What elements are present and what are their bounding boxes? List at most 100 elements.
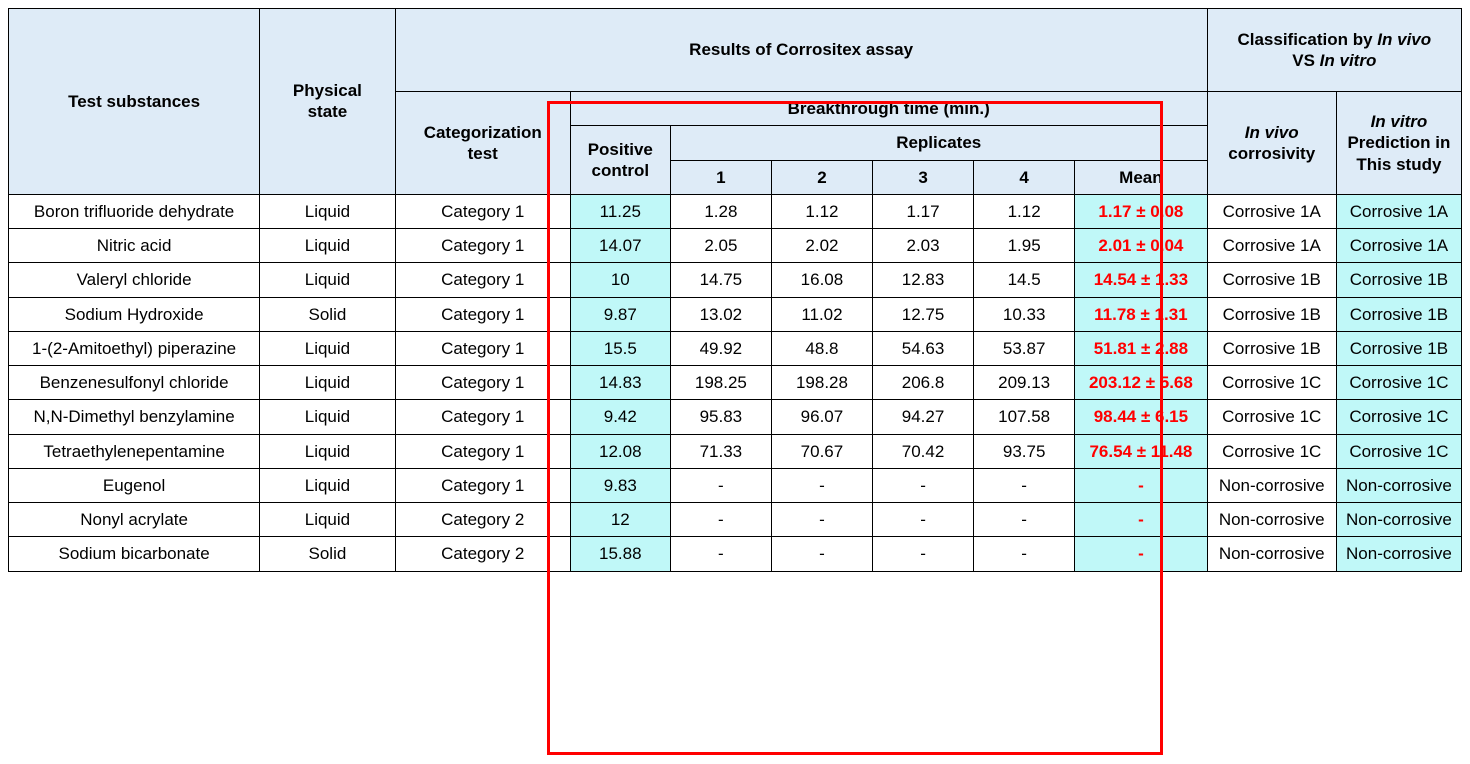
cell-r3: 12.75: [873, 297, 974, 331]
cell-cat: Category 1: [395, 331, 570, 365]
table-row: Valeryl chlorideLiquidCategory 11014.751…: [9, 263, 1462, 297]
table-row: Nitric acidLiquidCategory 114.072.052.02…: [9, 229, 1462, 263]
cell-phys: Liquid: [260, 434, 395, 468]
cell-r2: 70.67: [771, 434, 872, 468]
th-mean: Mean: [1075, 160, 1207, 194]
table-row: 1-(2-Amitoethyl) piperazineLiquidCategor…: [9, 331, 1462, 365]
cell-r4: 107.58: [974, 400, 1075, 434]
cell-sub: Sodium Hydroxide: [9, 297, 260, 331]
cell-vit: Corrosive 1C: [1336, 400, 1461, 434]
cell-r2: 198.28: [771, 366, 872, 400]
cell-r4: -: [974, 503, 1075, 537]
cell-r2: -: [771, 503, 872, 537]
table-row: Nonyl acrylateLiquidCategory 212-----Non…: [9, 503, 1462, 537]
cell-cat: Category 1: [395, 434, 570, 468]
cell-r4: 209.13: [974, 366, 1075, 400]
cell-sub: Valeryl chloride: [9, 263, 260, 297]
cell-cat: Category 2: [395, 503, 570, 537]
cell-r4: -: [974, 468, 1075, 502]
cell-r3: -: [873, 468, 974, 502]
cell-r3: 1.17: [873, 194, 974, 228]
cell-r4: -: [974, 537, 1075, 571]
cell-viv: Corrosive 1C: [1207, 400, 1336, 434]
cell-r4: 14.5: [974, 263, 1075, 297]
cell-r3: 2.03: [873, 229, 974, 263]
cell-r2: 16.08: [771, 263, 872, 297]
cell-sub: Benzenesulfonyl chloride: [9, 366, 260, 400]
cell-vit: Non-corrosive: [1336, 537, 1461, 571]
cell-sub: Nonyl acrylate: [9, 503, 260, 537]
cell-r4: 1.12: [974, 194, 1075, 228]
cell-r3: 206.8: [873, 366, 974, 400]
cell-mean: 76.54 ± 11.48: [1075, 434, 1207, 468]
cell-mean: 203.12 ± 5.68: [1075, 366, 1207, 400]
th-corrositex: Results of Corrositex assay: [395, 9, 1207, 92]
table-row: Sodium bicarbonateSolidCategory 215.88--…: [9, 537, 1462, 571]
cell-phys: Liquid: [260, 503, 395, 537]
table-body: Boron trifluoride dehydrateLiquidCategor…: [9, 194, 1462, 571]
cell-viv: Non-corrosive: [1207, 537, 1336, 571]
cell-r3: -: [873, 537, 974, 571]
cell-mean: 2.01 ± 0.04: [1075, 229, 1207, 263]
cell-r3: 12.83: [873, 263, 974, 297]
cell-r2: -: [771, 537, 872, 571]
cell-r1: 2.05: [670, 229, 771, 263]
cell-sub: Nitric acid: [9, 229, 260, 263]
cell-viv: Corrosive 1A: [1207, 194, 1336, 228]
cell-phys: Solid: [260, 537, 395, 571]
cell-vit: Corrosive 1A: [1336, 194, 1461, 228]
th-in-vivo: In vivocorrosivity: [1207, 92, 1336, 195]
cell-viv: Non-corrosive: [1207, 468, 1336, 502]
cell-r2: 96.07: [771, 400, 872, 434]
cell-mean: 1.17 ± 0.08: [1075, 194, 1207, 228]
cell-phys: Liquid: [260, 331, 395, 365]
cell-r1: 13.02: [670, 297, 771, 331]
cell-mean: 51.81 ± 2.88: [1075, 331, 1207, 365]
cell-cat: Category 1: [395, 366, 570, 400]
cell-pc: 14.83: [570, 366, 670, 400]
th-physical-state: Physicalstate: [260, 9, 395, 195]
cell-cat: Category 1: [395, 400, 570, 434]
table-header: Test substances Physicalstate Results of…: [9, 9, 1462, 195]
th-breakthrough: Breakthrough time (min.): [570, 92, 1207, 126]
th-in-vitro: In vitroPrediction inThis study: [1336, 92, 1461, 195]
table-row: Benzenesulfonyl chlorideLiquidCategory 1…: [9, 366, 1462, 400]
cell-cat: Category 1: [395, 229, 570, 263]
cell-pc: 12: [570, 503, 670, 537]
cell-phys: Liquid: [260, 194, 395, 228]
cell-r4: 10.33: [974, 297, 1075, 331]
cell-sub: Boron trifluoride dehydrate: [9, 194, 260, 228]
cell-sub: Tetraethylenepentamine: [9, 434, 260, 468]
corrositex-table: Test substances Physicalstate Results of…: [8, 8, 1462, 572]
table-row: Boron trifluoride dehydrateLiquidCategor…: [9, 194, 1462, 228]
cell-viv: Corrosive 1C: [1207, 434, 1336, 468]
cell-pc: 9.42: [570, 400, 670, 434]
cell-mean: -: [1075, 537, 1207, 571]
cell-r4: 1.95: [974, 229, 1075, 263]
cell-r2: 48.8: [771, 331, 872, 365]
cell-cat: Category 1: [395, 194, 570, 228]
cell-vit: Corrosive 1B: [1336, 331, 1461, 365]
cell-r1: 198.25: [670, 366, 771, 400]
th-test-substances: Test substances: [9, 9, 260, 195]
cell-vit: Non-corrosive: [1336, 503, 1461, 537]
cell-vit: Corrosive 1A: [1336, 229, 1461, 263]
cell-pc: 14.07: [570, 229, 670, 263]
cell-viv: Corrosive 1B: [1207, 263, 1336, 297]
cell-cat: Category 1: [395, 468, 570, 502]
table-row: TetraethylenepentamineLiquidCategory 112…: [9, 434, 1462, 468]
cell-vit: Non-corrosive: [1336, 468, 1461, 502]
cell-r1: -: [670, 537, 771, 571]
table-row: Sodium HydroxideSolidCategory 19.8713.02…: [9, 297, 1462, 331]
cell-r4: 93.75: [974, 434, 1075, 468]
cell-viv: Non-corrosive: [1207, 503, 1336, 537]
th-rep2: 2: [771, 160, 872, 194]
cell-r2: 1.12: [771, 194, 872, 228]
table-row: EugenolLiquidCategory 19.83-----Non-corr…: [9, 468, 1462, 502]
cell-phys: Liquid: [260, 468, 395, 502]
th-replicates: Replicates: [670, 126, 1207, 160]
cell-mean: -: [1075, 503, 1207, 537]
table-row: N,N-Dimethyl benzylamineLiquidCategory 1…: [9, 400, 1462, 434]
cell-phys: Liquid: [260, 229, 395, 263]
cell-r3: 70.42: [873, 434, 974, 468]
